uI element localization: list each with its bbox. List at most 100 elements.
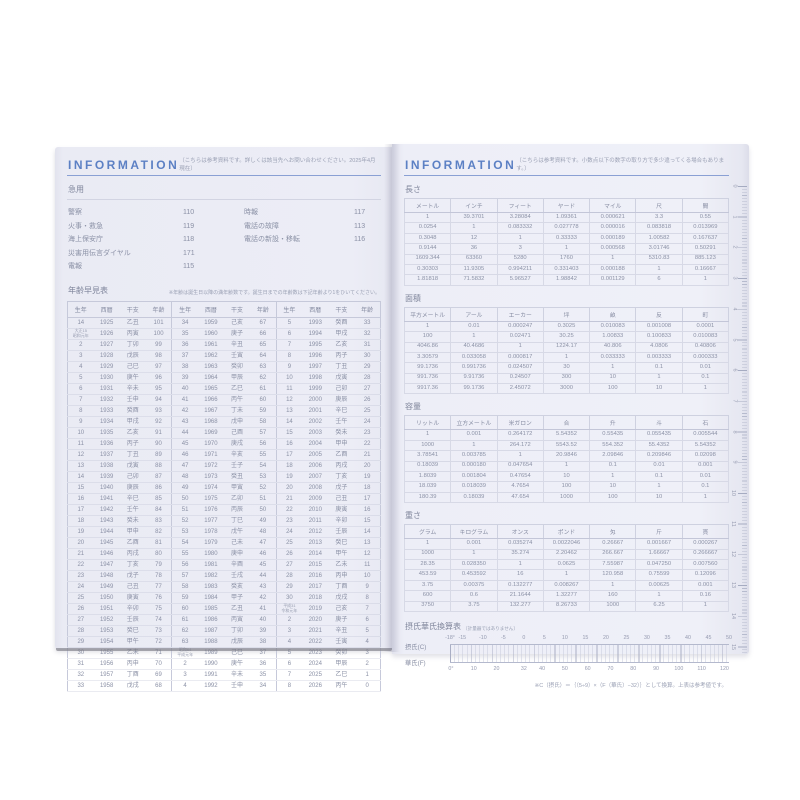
age-table-cell: 3 — [171, 669, 198, 681]
age-table-cell: 2020 — [302, 614, 329, 626]
age-table-cell: 11 — [275, 383, 303, 395]
age-table-cell: 癸卯 — [328, 647, 355, 659]
conversion-cell: 99.1736 — [403, 362, 452, 374]
age-table-cell: 壬寅 — [223, 350, 251, 362]
age-table-cell: 38 — [171, 361, 198, 373]
age-table-cell: 42 — [171, 405, 198, 417]
age-table-cell: 15 — [354, 515, 381, 527]
age-table-cell: 28 — [354, 372, 381, 384]
age-table-cell: 58 — [250, 416, 277, 428]
age-table-cell: 15 — [67, 482, 94, 494]
age-table-cell: 36 — [171, 339, 198, 351]
age-table-cell: 3 — [354, 647, 381, 659]
age-table-cell: 1990 — [197, 658, 224, 670]
conversion-cell: 0.008267 — [542, 579, 591, 592]
age-table-cell: 14 — [275, 416, 303, 428]
age-table-cell: 1939 — [93, 471, 120, 483]
conversion-cell: 1.66667 — [635, 548, 683, 561]
conversion-cell: 0.0254 — [403, 222, 452, 234]
age-table-cell: 1926 — [93, 328, 120, 340]
age-table-cell: 丁卯 — [119, 339, 146, 351]
age-table-cell: 甲子 — [223, 592, 251, 604]
age-table-cell: 79 — [145, 559, 172, 571]
age-table-cell: 98 — [145, 350, 172, 362]
conversion-row: 18.039 0.018039 4.7654 100 10 1 0.1 — [403, 481, 730, 493]
age-table-cell: 1927 — [93, 339, 120, 351]
fahrenheit-axis-label: 華氏(F) — [405, 659, 426, 667]
conversion-cell: 1 — [450, 439, 498, 452]
age-table-cell: 22 — [354, 438, 381, 450]
age-table-row: 4 1929 己巳 97 38 1963 癸卯 63 9 1997 丁丑 29 — [67, 361, 381, 373]
tick-label: -5 — [500, 634, 506, 641]
conversion-cell: 0.005544 — [681, 429, 730, 441]
conversion-row: 991.736 9.91736 0.24507 300 10 1 0.1 — [403, 372, 730, 385]
conversion-header-cell: オンス — [496, 524, 544, 540]
conversion-cell: 0.30303 — [403, 263, 452, 276]
conversion-cell: 0.18039 — [403, 460, 452, 473]
age-table-row: 23 1948 戊子 78 57 1982 壬戌 44 28 2016 丙申 10 — [67, 570, 381, 582]
age-table-cell: 1986 — [197, 614, 224, 626]
age-table-cell: 戊戌 — [328, 592, 355, 604]
age-table-cell: 乙未 — [119, 647, 146, 659]
age-table-cell: 癸亥 — [223, 581, 251, 593]
age-table-row: 26 1951 辛卯 75 60 1985 乙丑 41 平成31 令和元年 2019 己亥 7 — [67, 603, 381, 615]
conversion-cell: 0.3025 — [542, 320, 591, 333]
age-table-cell: 壬申 — [223, 680, 251, 692]
conversion-cell: 885.123 — [681, 253, 730, 265]
conversion-cell: 1 — [589, 471, 637, 483]
conversion-cell: 0.50291 — [681, 243, 730, 255]
age-table-cell: 34 — [250, 680, 277, 692]
conversion-cell: 0.000621 — [589, 211, 637, 224]
conversion-row: 600 0.6 21.1644 1.32277 160 1 0.16 — [403, 590, 730, 602]
conversion-cell: 47.654 — [496, 491, 544, 504]
conversion-cell: 3 — [496, 243, 544, 255]
conversion-row: 0.18039 0.000180 0.047654 1 0.1 0.01 0.001 — [403, 460, 730, 473]
age-table-cell: 21 — [275, 493, 303, 505]
age-table-row: 18 1943 癸未 83 52 1977 丁巳 49 23 2011 辛卯 15 — [67, 515, 381, 527]
conversion-cell: 40.806 — [589, 341, 637, 353]
conversion-cell: 12 — [450, 232, 498, 245]
conversion-table: 平方メートル アール エーカー坪畝反町 1 0.01 0.000247 0.3025 0.01… — [403, 306, 730, 395]
conversion-cell: 100 — [589, 383, 637, 395]
conversion-cell: 36 — [450, 243, 498, 255]
conversion-header-cell: 尺 — [635, 198, 683, 213]
age-table-cell: 30 — [275, 592, 303, 604]
age-table-cell: 9 — [354, 581, 381, 593]
age-table-cell: 1999 — [302, 383, 329, 395]
conversion-cell: 1224.17 — [542, 341, 591, 353]
conversion-cell: 0.12096 — [681, 569, 730, 581]
tick-label: 25 — [623, 634, 630, 641]
conversion-cell: 3.3 — [635, 211, 683, 224]
conversion-row: 180.39 0.18039 47.654 1000 100 10 1 — [403, 491, 730, 504]
conversion-cell: 180.39 — [403, 491, 452, 504]
age-table-cell: 29 — [67, 636, 94, 648]
age-table-cell: 89 — [145, 449, 172, 461]
age-table-cell: 1959 — [197, 317, 224, 329]
age-table-row: 7 1932 壬申 94 41 1966 丙午 60 12 2000 庚辰 26 — [67, 394, 381, 406]
age-table-cell: 17 — [275, 449, 303, 461]
age-table-cell: 1944 — [93, 526, 120, 538]
emergency-value: 116 — [354, 236, 366, 243]
age-table-cell: 80 — [145, 548, 172, 560]
conversion-cell: 1 — [542, 243, 591, 255]
temperature-tick-band — [450, 643, 729, 663]
age-table-cell: 54 — [171, 537, 198, 549]
conversion-cell: 3000 — [542, 383, 591, 395]
age-table-cell: 2006 — [302, 460, 329, 472]
age-table-cell: 丁巳 — [223, 515, 251, 527]
age-table-cell: 20 — [275, 482, 303, 494]
conversion-header-cell: キログラム — [450, 524, 498, 540]
age-table-cell: 2001 — [302, 405, 329, 417]
conversion-header-cell: 升 — [589, 415, 637, 431]
age-table-cell: 52 — [171, 515, 198, 527]
conversion-cell: 0.047250 — [635, 558, 683, 571]
age-table-cell: 丁亥 — [119, 559, 146, 571]
conversion-header-cell: マイル — [589, 198, 637, 213]
age-table-cell: 1934 — [93, 416, 120, 428]
age-table-row: 2 1927 丁卯 99 36 1961 辛丑 65 7 1995 乙亥 31 — [67, 339, 381, 351]
conversion-cell: 132.277 — [496, 600, 544, 612]
conversion-header-cell: 坪 — [542, 306, 591, 322]
age-table-header-cell: 年齢 — [250, 301, 277, 318]
age-table-header-cell: 生年 — [275, 301, 303, 318]
age-table-cell: 5 — [275, 317, 303, 329]
